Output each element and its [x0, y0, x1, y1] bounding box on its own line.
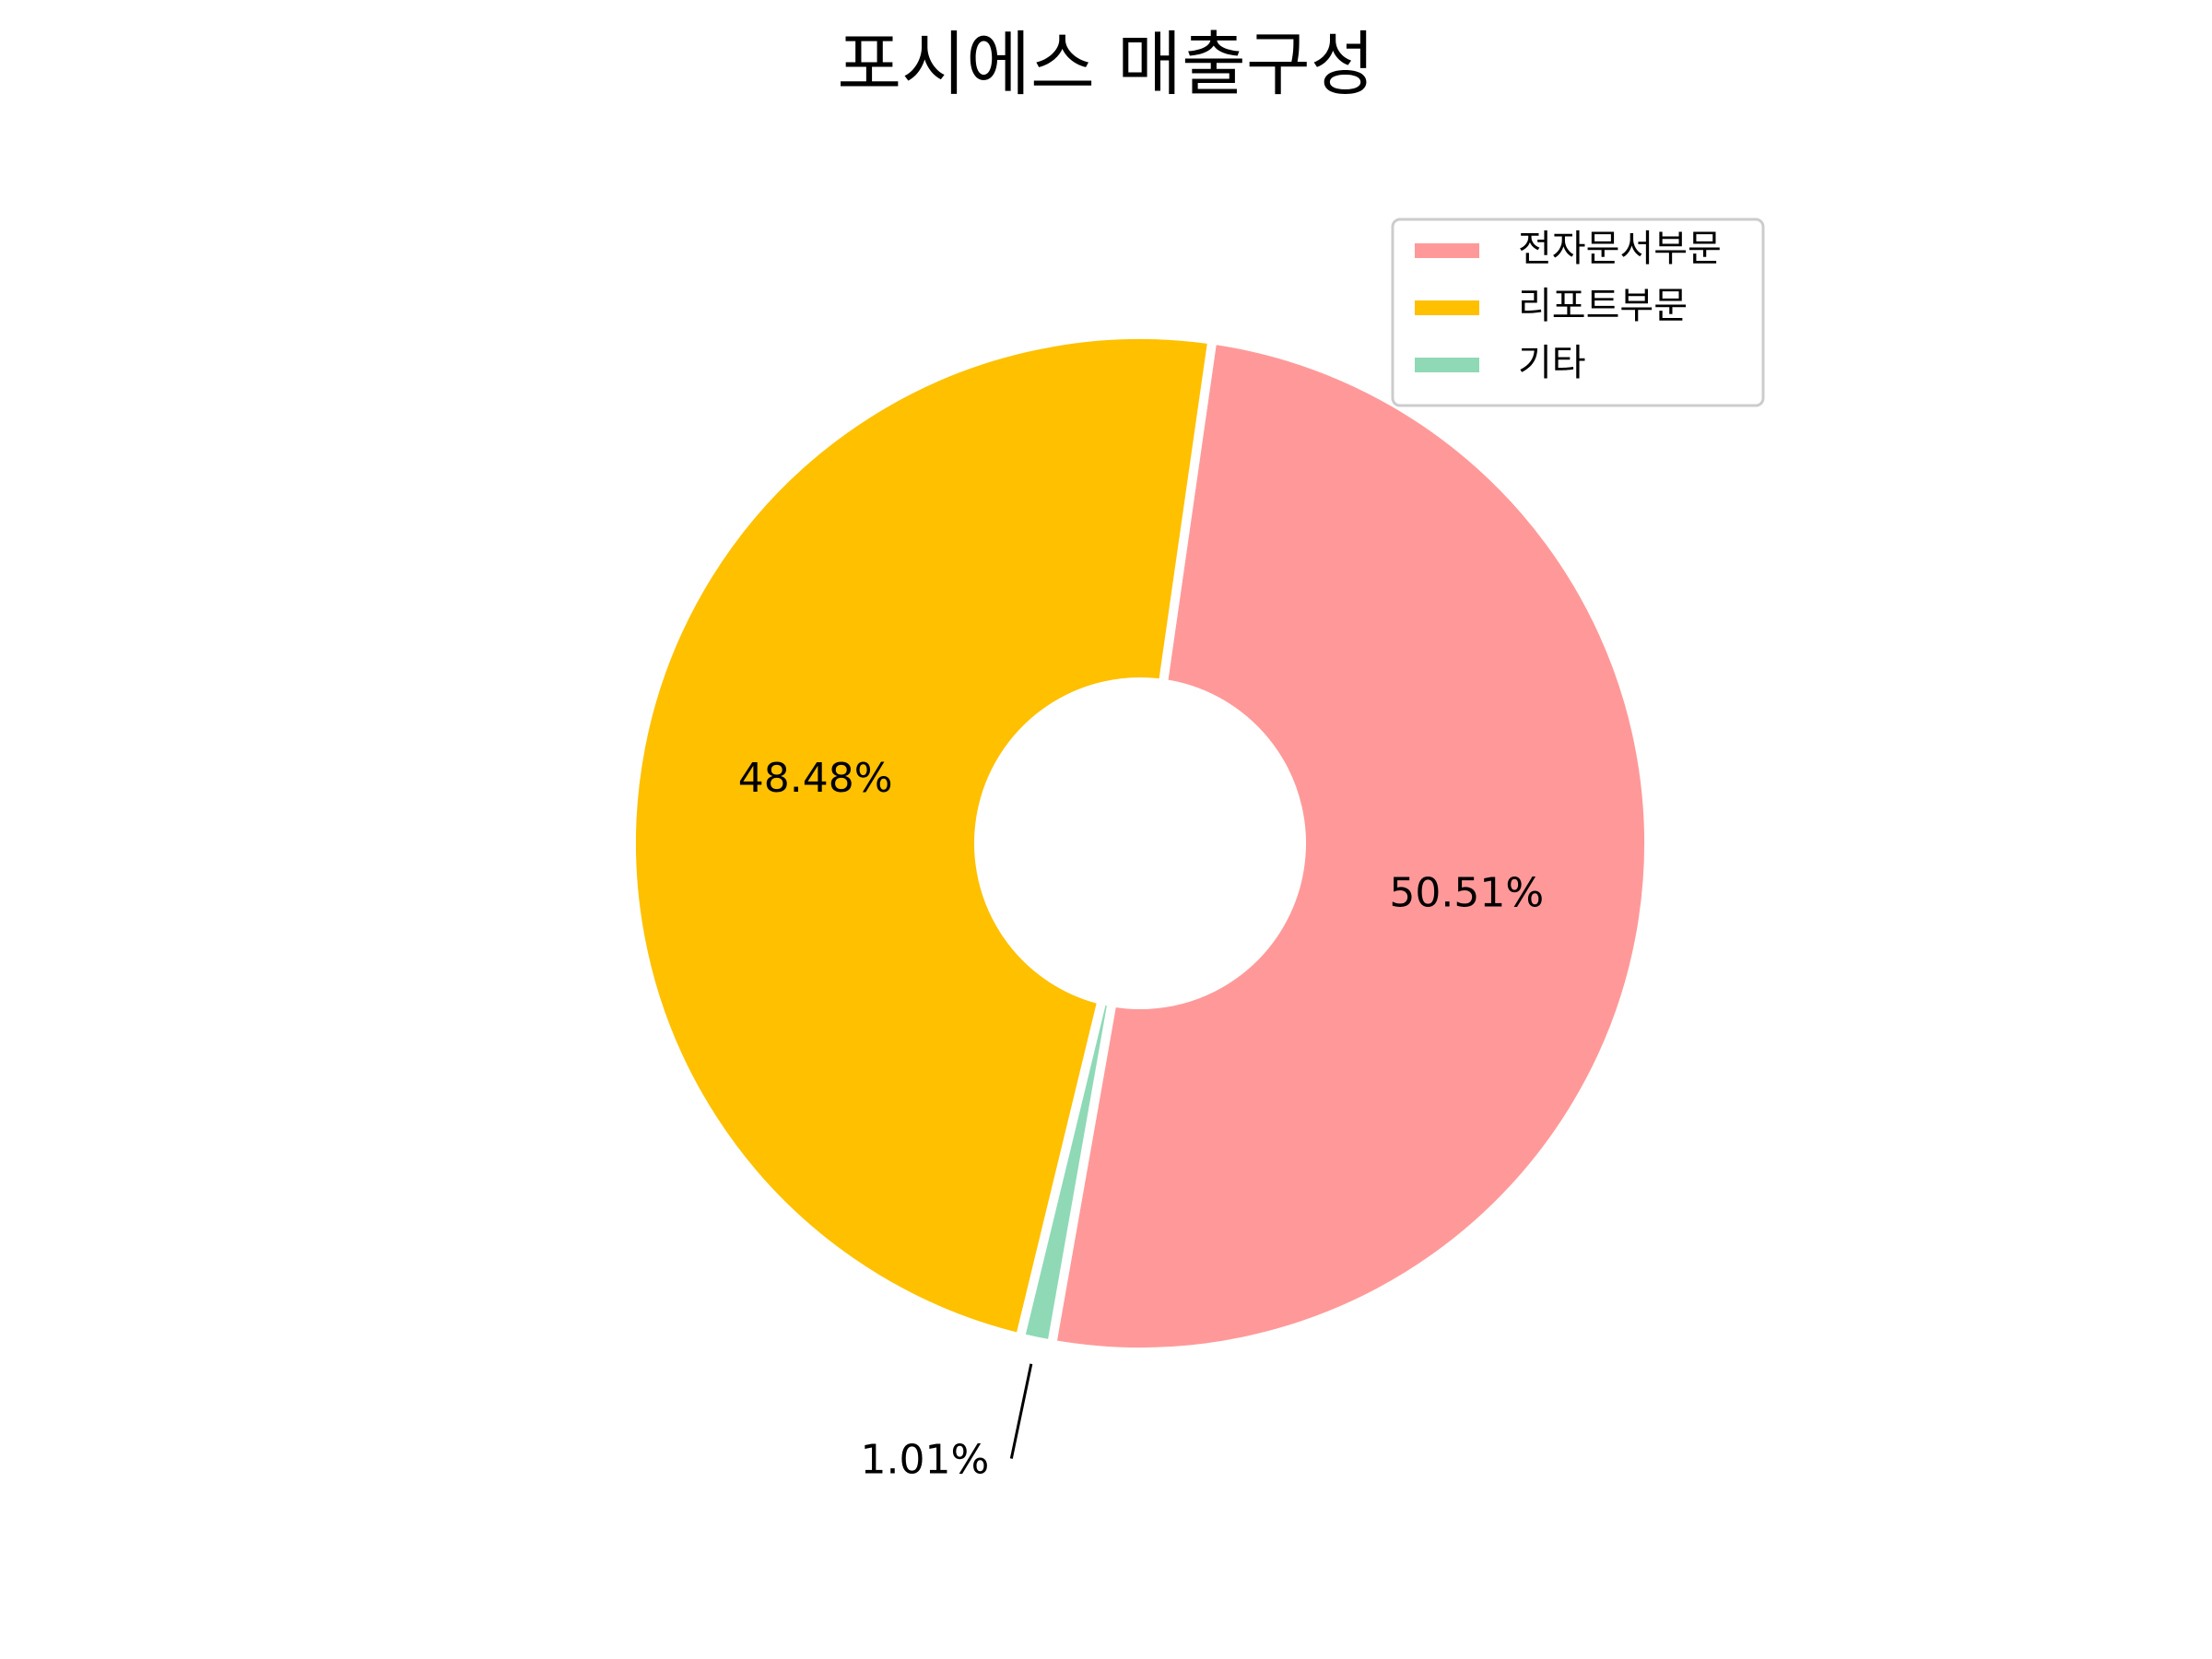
slice-1	[1046, 334, 1654, 1358]
legend-swatch-3	[1415, 358, 1479, 372]
slice-label-3: 1.01%	[861, 1437, 990, 1484]
slice-3	[1014, 994, 1118, 1350]
chart-title: 포시에스 매출구성	[837, 23, 1375, 105]
legend-swatch-1	[1415, 243, 1479, 258]
slice-2	[627, 329, 1218, 1344]
legend-label-3: 기타	[1518, 342, 1586, 384]
legend-swatch-2	[1415, 300, 1479, 315]
legend-frame	[1391, 218, 1765, 407]
slice-leader-line-3	[1009, 1363, 1033, 1459]
legend-label-1: 전자문서부문	[1518, 228, 1722, 270]
slices-group	[627, 329, 1654, 1358]
labels-group: 50.51% 48.48% 1.01%	[738, 755, 1544, 1483]
slice-label-1: 50.51%	[1389, 870, 1544, 917]
legend-label-2: 리포트부문	[1518, 285, 1688, 327]
slice-label-2: 48.48%	[738, 755, 893, 802]
